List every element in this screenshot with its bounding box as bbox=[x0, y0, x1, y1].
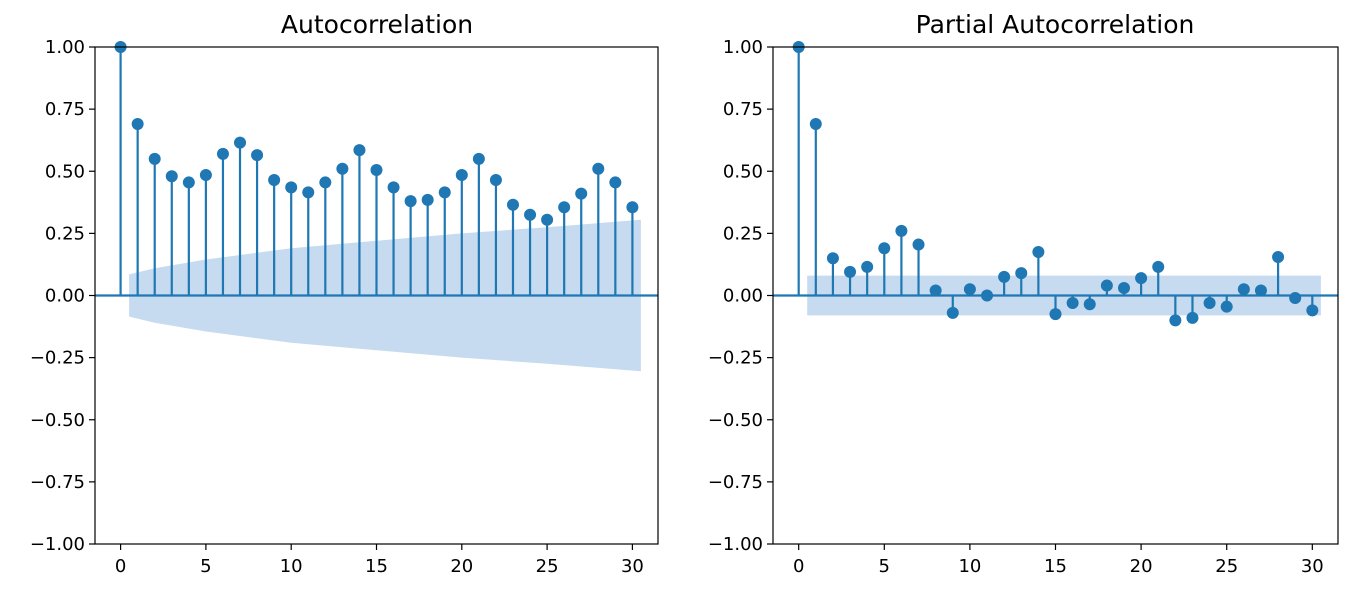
stem-marker bbox=[404, 195, 417, 208]
x-tick-label: 30 bbox=[1301, 556, 1324, 577]
chart-title: Partial Autocorrelation bbox=[916, 10, 1195, 39]
stem-marker bbox=[1289, 291, 1302, 304]
stem-marker bbox=[216, 147, 229, 160]
stem-marker bbox=[1066, 296, 1079, 309]
stem-marker bbox=[981, 289, 994, 302]
stem-marker bbox=[1135, 272, 1148, 285]
stem-marker bbox=[1306, 304, 1319, 317]
stem-marker bbox=[319, 176, 332, 189]
stem-marker bbox=[878, 242, 891, 255]
stem-marker bbox=[1203, 296, 1216, 309]
stem-marker bbox=[421, 193, 434, 206]
stem-marker bbox=[1117, 282, 1130, 295]
stem-marker bbox=[809, 118, 822, 131]
x-tick-label: 0 bbox=[115, 556, 126, 577]
stem-marker bbox=[609, 176, 622, 189]
stem-marker bbox=[472, 152, 485, 165]
stem-marker bbox=[1186, 311, 1199, 324]
stem-marker bbox=[592, 162, 605, 175]
partial-autocorrelation-panel: Partial Autocorrelation 0 5 10 15 20 25 30 −1.0… bbox=[708, 10, 1339, 577]
y-tick-label: 0.00 bbox=[45, 286, 85, 307]
y-tick-label: −1.00 bbox=[30, 534, 85, 555]
x-tick-label: 10 bbox=[280, 556, 303, 577]
stem-marker bbox=[575, 187, 588, 200]
x-tick-label: 25 bbox=[536, 556, 559, 577]
stem-marker bbox=[370, 164, 383, 177]
x-tick-label: 30 bbox=[621, 556, 644, 577]
autocorrelation-panel: Autocorrelation 0 5 10 15 20 25 30 −1.00 −0.75 −0… bbox=[30, 10, 659, 577]
stem-marker bbox=[963, 283, 976, 296]
stem-marker bbox=[1152, 260, 1165, 273]
stem-marker bbox=[1083, 298, 1096, 311]
stem-marker bbox=[1169, 314, 1182, 327]
y-tick-label: −1.00 bbox=[708, 534, 763, 555]
stem-marker bbox=[1100, 279, 1113, 292]
stem-marker bbox=[1272, 250, 1285, 263]
x-tick-label: 15 bbox=[1044, 556, 1067, 577]
stem-marker bbox=[946, 306, 959, 319]
x-tick-label: 15 bbox=[365, 556, 388, 577]
stem-marker bbox=[826, 252, 839, 265]
stem-marker bbox=[336, 162, 349, 175]
y-tick-label: −0.50 bbox=[708, 410, 763, 431]
y-tick-label: 0.75 bbox=[45, 99, 85, 120]
stem-marker bbox=[1032, 246, 1045, 259]
y-tick-label: 0.50 bbox=[45, 161, 85, 182]
stem-marker bbox=[302, 186, 315, 199]
stem-marker bbox=[353, 144, 366, 157]
stem-marker bbox=[1237, 283, 1250, 296]
y-tick-label: 1.00 bbox=[45, 37, 85, 58]
stem-marker bbox=[541, 213, 554, 226]
y-tick-label: −0.75 bbox=[708, 472, 763, 493]
stem-marker bbox=[998, 270, 1011, 283]
x-tick-label: 0 bbox=[793, 556, 804, 577]
stem-marker bbox=[234, 136, 247, 149]
stem-marker bbox=[165, 170, 178, 183]
y-tick-label: −0.50 bbox=[30, 410, 85, 431]
stem-marker bbox=[182, 176, 195, 189]
x-tick-label: 10 bbox=[958, 556, 981, 577]
stem-marker bbox=[844, 265, 857, 278]
stem-marker bbox=[131, 118, 144, 131]
stem-marker bbox=[524, 208, 537, 221]
stem-marker bbox=[1220, 300, 1233, 313]
stem-marker bbox=[148, 152, 161, 165]
stem-marker bbox=[285, 181, 298, 194]
stem-marker bbox=[861, 260, 874, 273]
x-tick-label: 20 bbox=[1130, 556, 1153, 577]
stem-marker bbox=[895, 224, 908, 237]
y-tick-label: −0.75 bbox=[30, 472, 85, 493]
x-tick-label: 20 bbox=[450, 556, 473, 577]
stem-marker bbox=[1254, 284, 1267, 297]
y-tick-label: 0.75 bbox=[723, 99, 763, 120]
chart-title: Autocorrelation bbox=[281, 10, 473, 39]
stem-marker bbox=[1049, 308, 1062, 321]
x-tick-label: 25 bbox=[1215, 556, 1238, 577]
y-tick-label: 0.50 bbox=[723, 161, 763, 182]
stem-marker bbox=[455, 168, 468, 181]
y-tick-label: 0.00 bbox=[723, 286, 763, 307]
stem-marker bbox=[387, 181, 400, 194]
x-tick-label: 5 bbox=[200, 556, 211, 577]
stem-marker bbox=[199, 168, 212, 181]
stem-marker bbox=[438, 186, 451, 199]
stem-marker bbox=[912, 238, 925, 251]
stem-marker bbox=[626, 201, 639, 214]
y-tick-label: −0.25 bbox=[708, 348, 763, 369]
y-tick-label: 0.25 bbox=[723, 223, 763, 244]
stem-marker bbox=[489, 173, 502, 186]
stem-marker bbox=[506, 198, 519, 211]
stem-marker bbox=[268, 173, 281, 186]
stem-marker bbox=[1015, 267, 1028, 280]
y-tick-label: 0.25 bbox=[45, 223, 85, 244]
stem-marker bbox=[558, 201, 571, 214]
x-tick-label: 5 bbox=[879, 556, 890, 577]
stem-marker bbox=[251, 149, 264, 162]
y-tick-label: 1.00 bbox=[723, 37, 763, 58]
y-tick-label: −0.25 bbox=[30, 348, 85, 369]
stem-marker bbox=[929, 284, 942, 297]
